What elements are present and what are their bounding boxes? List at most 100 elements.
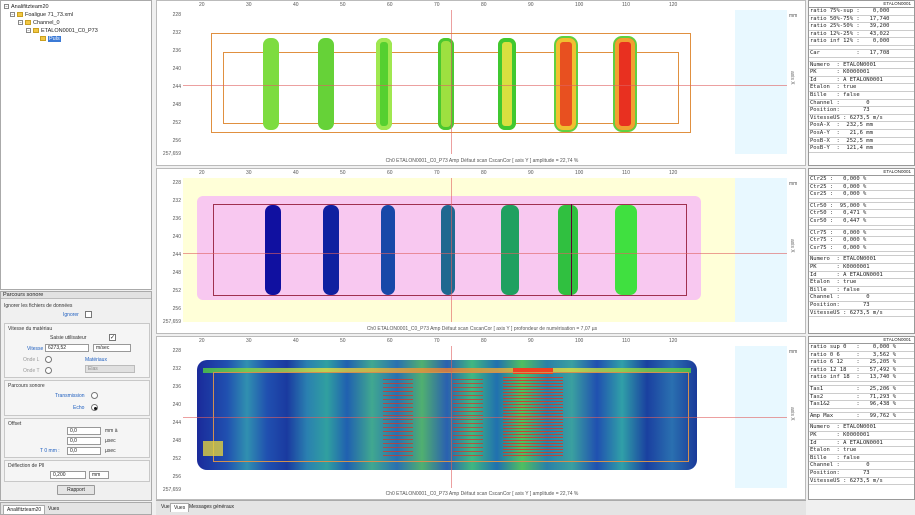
- hot-stripe: [383, 376, 413, 456]
- tree-item[interactable]: − ETALON0001_C0_P73: [26, 28, 98, 35]
- offset-mm-input[interactable]: 0,0: [67, 427, 101, 435]
- info-row: Etalon : true: [809, 84, 914, 92]
- left-tabbar: Analifitzteam20 Vues: [0, 502, 152, 515]
- scan-margin: [735, 10, 787, 154]
- tab-vues[interactable]: Vues: [48, 506, 60, 512]
- x-tick: 30: [246, 2, 252, 8]
- tree-selected-label: Puls: [48, 36, 61, 42]
- tree-channel-label: Channel_0: [33, 20, 60, 26]
- y-tick: 244: [172, 84, 181, 90]
- info-row: Bille : false: [809, 92, 914, 100]
- tree-root[interactable]: − Analifitzteam20: [4, 4, 49, 11]
- vitesse-group: Vitesse du matériau Saisie utilisateur ✓…: [4, 323, 150, 378]
- ignore-label: Ignorer les fichiers de données: [4, 303, 73, 309]
- info-row: PosB-X : 252,5 mm: [809, 138, 914, 146]
- info-row: VitesseUS : 6273,5 m/s: [809, 115, 914, 123]
- info-row: Car : 17,708: [809, 50, 914, 58]
- cursor-vertical[interactable]: [451, 178, 452, 322]
- tree-file[interactable]: − Foaligue 71_73.xml: [10, 12, 73, 19]
- panel-title: Parcours sonore: [1, 292, 151, 299]
- folder-icon: [33, 28, 39, 34]
- settings-panel: Parcours sonore Ignorer les fichiers de …: [0, 291, 152, 501]
- info-row: Clr75 : 0,000 %: [809, 230, 914, 238]
- info-row: Numero : ETALON0001: [809, 256, 914, 264]
- ignorer-checkbox[interactable]: [85, 311, 92, 318]
- cscan-plot-2[interactable]: 20 30 40 50 60 70 80 90 100 110 120 72,0…: [156, 168, 806, 334]
- collapse-icon[interactable]: −: [18, 20, 23, 26]
- echo-radio[interactable]: [91, 404, 98, 411]
- cscan-plot-1[interactable]: 20 30 40 50 60 70 80 90 100 110 120 72,0…: [156, 0, 806, 166]
- x-tick: 120: [669, 338, 678, 344]
- y-tick: 248: [172, 270, 181, 276]
- transmission-label: Transmission: [55, 393, 85, 399]
- onde-l-label: Onde L: [23, 357, 40, 363]
- y-tick: 252: [172, 120, 181, 126]
- y-tick: 228: [172, 180, 181, 186]
- tree-selected[interactable]: Puls: [40, 36, 61, 43]
- rapport-button[interactable]: Rapport: [57, 485, 95, 495]
- x-axis: 20 30 40 50 60 70 80 90 100 110 120: [181, 337, 793, 346]
- x-tick: 30: [246, 338, 252, 344]
- transmission-radio[interactable]: [91, 392, 98, 399]
- x-tick: 120: [669, 2, 678, 8]
- cscan-image[interactable]: [183, 10, 787, 154]
- defl-input[interactable]: 0,200: [50, 471, 86, 479]
- y-tick: 252: [172, 456, 181, 462]
- hot-stripe: [453, 376, 483, 456]
- info-row: ratio 0 6 : 3,562 %: [809, 352, 914, 360]
- cscan-plot-3[interactable]: 20 30 40 50 60 70 80 90 100 110 120 72,0…: [156, 336, 806, 500]
- tree-channel[interactable]: − Channel_0: [18, 20, 60, 27]
- y-end-label: 257,659: [162, 151, 181, 157]
- x-tick: 40: [293, 2, 299, 8]
- info-row: PK : K0000001: [809, 432, 914, 440]
- scan-image: [197, 360, 697, 470]
- onde-l-radio[interactable]: [45, 356, 52, 363]
- file-tree[interactable]: − Analifitzteam20 − Foaligue 71_73.xml − Ch…: [0, 0, 152, 290]
- info-row: Channel : 0: [809, 100, 914, 108]
- info-row: Channel : 0: [809, 462, 914, 470]
- y-tick: 240: [172, 234, 181, 240]
- materiaux-select[interactable]: Elas: [85, 365, 135, 373]
- cursor-horizontal[interactable]: [183, 417, 787, 418]
- cursor-horizontal[interactable]: [183, 85, 787, 86]
- defect-bar: [615, 205, 637, 295]
- onde-t-radio[interactable]: [45, 367, 52, 374]
- info-row: ratio 12 18 : 57,492 %: [809, 367, 914, 375]
- vitesse-label: Vitesse: [27, 346, 44, 352]
- cscan-image[interactable]: [183, 178, 787, 322]
- info-row: Etalon : true: [809, 279, 914, 287]
- scan-margin: [735, 178, 787, 322]
- y-tick: 248: [172, 102, 181, 108]
- x-tick: 50: [340, 170, 346, 176]
- x-tick: 110: [622, 170, 630, 176]
- tab-vues[interactable]: Vues: [170, 503, 190, 512]
- tab-analifitzteam[interactable]: Analifitzteam20: [3, 505, 46, 514]
- info-row: Numero : ETALON0001: [809, 424, 914, 432]
- offset-us-input[interactable]: 0,0: [67, 437, 101, 445]
- t0-input[interactable]: 0,0: [67, 447, 101, 455]
- defl-unit-select[interactable]: mm: [89, 471, 109, 479]
- x-tick: 110: [622, 2, 630, 8]
- collapse-icon[interactable]: −: [26, 28, 31, 34]
- tab-messages[interactable]: Messages généraux: [189, 504, 235, 510]
- collapse-icon[interactable]: −: [10, 12, 15, 18]
- cursor-vertical[interactable]: [451, 10, 452, 154]
- saisie-checkbox[interactable]: ✓: [109, 334, 116, 341]
- y-axis: 228 232 236 240 244 248 252 256 257,659: [157, 10, 183, 157]
- defect-bar: [558, 205, 578, 295]
- defect-bar: [441, 205, 455, 295]
- info-separator: [809, 409, 914, 413]
- cursor-horizontal[interactable]: [183, 253, 787, 254]
- vitesse-input[interactable]: 6273,52: [45, 344, 89, 352]
- y-tick: 236: [172, 216, 181, 222]
- x-tick: 60: [387, 338, 393, 344]
- vitesse-unit-select[interactable]: m/sec: [93, 344, 131, 352]
- info-row: VitesseUS : 6273,5 m/s: [809, 478, 914, 486]
- tab-vue[interactable]: Vue: [161, 504, 170, 510]
- x-tick: 40: [293, 338, 299, 344]
- collapse-icon[interactable]: −: [4, 4, 9, 10]
- info-row: Ctr50 : 0,471 %: [809, 210, 914, 218]
- cscan-image[interactable]: [183, 346, 787, 488]
- side-axis-label: axis X: [789, 71, 795, 85]
- x-tick: 70: [434, 338, 440, 344]
